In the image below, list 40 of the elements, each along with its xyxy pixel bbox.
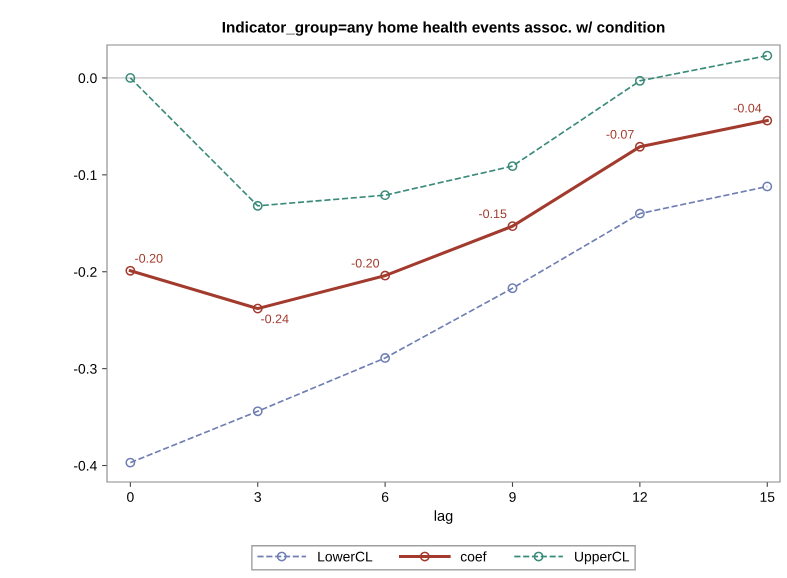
- point: [508, 283, 518, 294]
- legend-label: LowerCL: [318, 552, 372, 562]
- point: [634, 76, 645, 86]
- data-label: -0.24: [261, 314, 289, 324]
- point: [634, 208, 645, 219]
- point: [762, 116, 772, 126]
- point: [380, 190, 390, 200]
- legend-label: UpperCL: [575, 552, 630, 564]
- point: [634, 142, 645, 152]
- x-tick-label: 15: [760, 492, 774, 502]
- point: [380, 353, 390, 363]
- y-tick-label: -0.3: [74, 364, 97, 374]
- chart-title: Indicator_group=any home health events assoc. w/ condition: [222, 21, 664, 36]
- legend-label: coef: [460, 551, 487, 562]
- data-label: -0.15: [479, 209, 506, 218]
- y-tick-label: 0.0: [78, 73, 97, 84]
- data-label: -0.20: [352, 258, 380, 268]
- x-tick-label: 12: [633, 492, 647, 502]
- point: [125, 458, 136, 468]
- x-tick-label: 3: [254, 492, 261, 502]
- point: [252, 304, 263, 314]
- data-label: -0.04: [734, 104, 762, 113]
- point: [380, 270, 390, 281]
- x-tick-label: 9: [509, 492, 516, 502]
- point: [762, 182, 772, 192]
- point: [252, 406, 263, 416]
- x-tick-label: 6: [382, 492, 388, 502]
- point: [762, 50, 772, 61]
- point: [508, 161, 518, 172]
- point: [125, 73, 136, 83]
- data-label: -0.07: [606, 130, 634, 139]
- data-label: -0.20: [135, 254, 163, 263]
- x-axis-title: lag: [434, 510, 452, 524]
- y-tick-label: -0.1: [74, 170, 97, 180]
- point: [125, 266, 136, 276]
- point: [252, 200, 263, 211]
- point: [508, 221, 518, 232]
- x-tick-label: 0: [127, 492, 134, 502]
- y-tick-label: -0.2: [74, 267, 97, 277]
- y-tick-label: -0.4: [74, 460, 97, 471]
